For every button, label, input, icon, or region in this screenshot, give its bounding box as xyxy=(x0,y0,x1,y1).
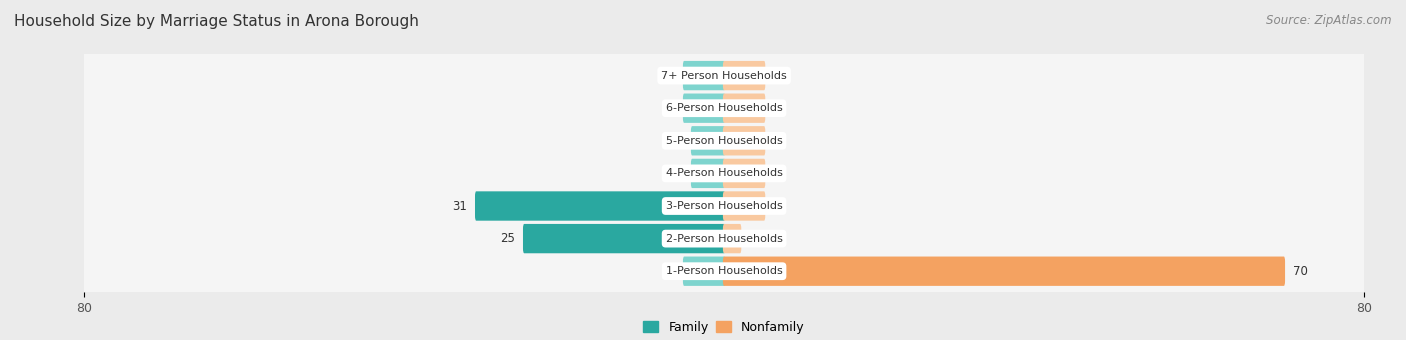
Text: 0: 0 xyxy=(773,102,782,115)
FancyBboxPatch shape xyxy=(690,126,725,155)
FancyBboxPatch shape xyxy=(75,85,1374,131)
FancyBboxPatch shape xyxy=(723,224,741,253)
FancyBboxPatch shape xyxy=(723,94,765,123)
Text: 2-Person Households: 2-Person Households xyxy=(665,234,783,243)
Text: Household Size by Marriage Status in Arona Borough: Household Size by Marriage Status in Aro… xyxy=(14,14,419,29)
FancyBboxPatch shape xyxy=(475,191,725,221)
Text: 0: 0 xyxy=(666,69,675,82)
Text: 2: 2 xyxy=(749,232,758,245)
FancyBboxPatch shape xyxy=(75,150,1374,197)
FancyBboxPatch shape xyxy=(75,216,1374,262)
FancyBboxPatch shape xyxy=(75,183,1374,229)
Text: 0: 0 xyxy=(666,265,675,278)
FancyBboxPatch shape xyxy=(690,159,725,188)
FancyBboxPatch shape xyxy=(723,61,765,90)
Text: Source: ZipAtlas.com: Source: ZipAtlas.com xyxy=(1267,14,1392,27)
Text: 0: 0 xyxy=(773,167,782,180)
FancyBboxPatch shape xyxy=(75,248,1374,294)
FancyBboxPatch shape xyxy=(75,118,1374,164)
FancyBboxPatch shape xyxy=(683,257,725,286)
Text: 0: 0 xyxy=(666,102,675,115)
FancyBboxPatch shape xyxy=(523,224,725,253)
FancyBboxPatch shape xyxy=(75,52,1374,99)
Text: 0: 0 xyxy=(773,200,782,212)
FancyBboxPatch shape xyxy=(723,191,765,221)
Text: 7+ Person Households: 7+ Person Households xyxy=(661,71,787,81)
Text: 4: 4 xyxy=(675,134,682,147)
Text: 4-Person Households: 4-Person Households xyxy=(665,168,783,179)
FancyBboxPatch shape xyxy=(683,61,725,90)
Text: 1-Person Households: 1-Person Households xyxy=(665,266,783,276)
Text: 25: 25 xyxy=(499,232,515,245)
FancyBboxPatch shape xyxy=(723,159,765,188)
FancyBboxPatch shape xyxy=(683,94,725,123)
Text: 6-Person Households: 6-Person Households xyxy=(665,103,783,113)
Text: 4: 4 xyxy=(675,167,682,180)
FancyBboxPatch shape xyxy=(723,126,765,155)
Text: 0: 0 xyxy=(773,69,782,82)
Text: 5-Person Households: 5-Person Households xyxy=(665,136,783,146)
Text: 31: 31 xyxy=(451,200,467,212)
Text: 0: 0 xyxy=(773,134,782,147)
Legend: Family, Nonfamily: Family, Nonfamily xyxy=(638,316,810,339)
FancyBboxPatch shape xyxy=(723,257,1285,286)
Text: 70: 70 xyxy=(1294,265,1309,278)
Text: 3-Person Households: 3-Person Households xyxy=(665,201,783,211)
